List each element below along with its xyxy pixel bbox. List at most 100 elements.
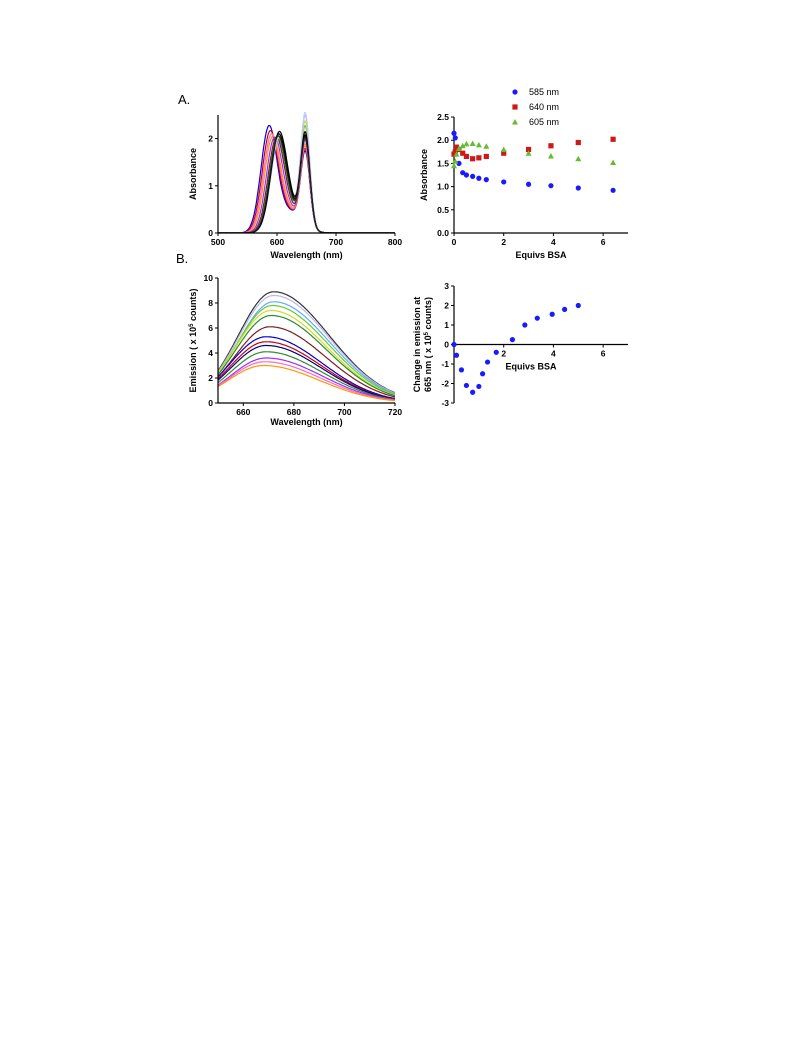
- emission-line: [218, 364, 395, 402]
- data-point: [453, 352, 460, 358]
- y-tick-label: 2: [208, 134, 213, 144]
- series-circle: [451, 130, 616, 193]
- y-tick-label: 1: [444, 320, 449, 330]
- data-point: [575, 302, 581, 309]
- legend-label: 640 nm: [529, 102, 559, 112]
- data-point: [500, 146, 507, 152]
- data-point: [547, 152, 554, 159]
- series-triangle: [451, 140, 617, 169]
- x-axis-title: Wavelength (nm): [270, 417, 342, 427]
- series-square: [451, 136, 616, 162]
- data-point: [463, 153, 470, 160]
- data-point: [525, 150, 532, 156]
- data-point: [470, 173, 476, 179]
- y-tick-label: -1: [441, 359, 449, 369]
- data-point: [484, 359, 491, 365]
- data-point: [534, 315, 540, 321]
- data-point: [470, 389, 476, 395]
- x-tick-label: 800: [388, 237, 402, 247]
- x-tick-label: 4: [551, 237, 556, 247]
- emission-line: [218, 314, 395, 397]
- data-point: [469, 140, 476, 146]
- data-point: [460, 150, 466, 156]
- x-tick-label: 2: [501, 237, 506, 247]
- y-tick-label: 0: [208, 398, 213, 408]
- data-point: [479, 371, 486, 377]
- x-tick-label: 4: [551, 349, 556, 359]
- y-tick-label: 2: [208, 373, 213, 383]
- legend: 585 nm 640 nm 605 nm: [512, 87, 559, 127]
- emission-line: [218, 336, 395, 400]
- y-tick-label: 10: [204, 273, 214, 283]
- data-point: [452, 135, 458, 141]
- y-tick-label: 0.5: [437, 205, 449, 215]
- data-point: [451, 130, 457, 136]
- data-point: [463, 172, 470, 178]
- data-point: [483, 143, 490, 149]
- y-tick-label: 1.5: [437, 158, 449, 168]
- data-point: [452, 158, 459, 164]
- data-point: [483, 177, 489, 183]
- emission-line: [218, 309, 395, 396]
- x-tick-label: 660: [236, 407, 250, 417]
- y-tick-label: 0: [444, 340, 449, 350]
- data-point: [476, 155, 482, 161]
- y-axis-title: Absorbance: [419, 149, 429, 201]
- emission-line: [218, 341, 395, 400]
- panel-label-b: B.: [176, 251, 188, 266]
- emission-lines: [218, 291, 395, 402]
- emission-change-chart: -3 -2 -1 0 1 2 3 2 4 6 Equivs BSA Change in emissio…: [412, 281, 628, 408]
- legend-label: 605 nm: [529, 117, 559, 127]
- emission-line: [218, 291, 395, 394]
- data-point: [460, 170, 466, 176]
- y-axis-title: Emission ( x 105 counts): [188, 289, 198, 393]
- y-axis-title-line1: Change in emission at: [412, 297, 422, 393]
- data-point: [548, 143, 554, 149]
- y-tick-label: 6: [208, 323, 213, 333]
- data-point: [562, 306, 568, 312]
- data-point: [512, 119, 518, 125]
- data-point: [463, 382, 470, 389]
- data-point: [451, 341, 457, 348]
- x-axis-title: Equivs BSA: [515, 250, 567, 260]
- x-tick-label: 6: [601, 349, 606, 359]
- emission-line: [218, 357, 395, 401]
- y-tick-label: 1.0: [437, 182, 449, 192]
- data-point: [476, 175, 482, 181]
- emission-line: [218, 361, 395, 401]
- data-point: [475, 141, 482, 148]
- spectrum-line: [218, 135, 395, 233]
- y-tick-label: 0: [208, 228, 213, 238]
- y-tick-label: -3: [441, 398, 449, 408]
- data-point: [525, 146, 532, 153]
- data-point: [512, 89, 518, 95]
- y-tick-label: 4: [208, 348, 213, 358]
- y-tick-label: 2: [444, 301, 449, 311]
- data-point: [458, 367, 465, 373]
- data-point: [452, 149, 458, 155]
- data-point: [501, 150, 507, 156]
- absorbance-spectra-chart: 0 1 2 500 600 700 800 Wavelength (nm) Absorbance: [188, 111, 402, 260]
- emission-spectra-chart: 0 2 4 6 8 10 660 680 700 720 Wavelength (nm) Emissi…: [188, 273, 402, 427]
- x-tick-label: 6: [601, 237, 606, 247]
- data-point: [575, 155, 582, 162]
- data-point: [453, 151, 460, 157]
- emission-line: [218, 351, 395, 401]
- data-point: [459, 142, 466, 149]
- data-point: [501, 179, 507, 185]
- x-tick-label: 0: [452, 237, 457, 247]
- data-point: [455, 145, 462, 152]
- x-tick-label: 720: [388, 407, 402, 417]
- series-points: [451, 302, 581, 395]
- absorbance-vs-bsa-chart: 0.0 0.5 1.0 1.5 2.0 2.5 0 2 4 6 585 nm 640 nm 605 nm…: [419, 87, 628, 260]
- data-point: [610, 136, 616, 142]
- data-point: [610, 187, 616, 193]
- x-tick-label: 700: [337, 407, 351, 417]
- y-tick-label: 1: [208, 181, 213, 191]
- emission-line: [218, 326, 395, 398]
- data-point: [512, 104, 518, 110]
- data-point: [476, 383, 482, 390]
- data-point: [525, 181, 532, 187]
- x-axis-title: Wavelength (nm): [270, 250, 342, 260]
